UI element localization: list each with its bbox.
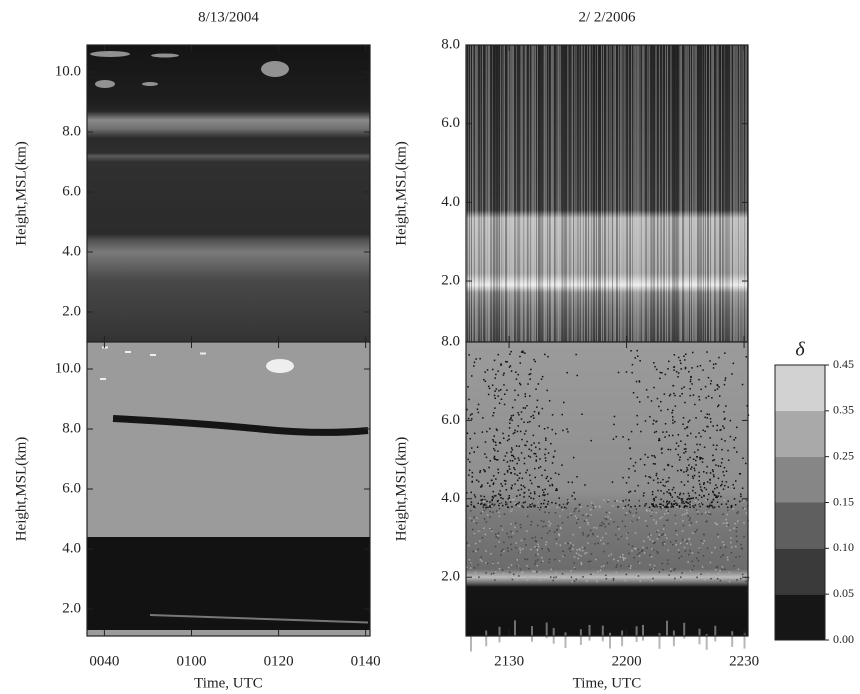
x-tick-label: 0040 [89, 653, 119, 669]
y-tick-label: 4.0 [62, 243, 81, 259]
colorbar-tick-label: 0.00 [833, 632, 854, 646]
x-tick-label: 2230 [729, 653, 759, 669]
y-tick-label: 10.0 [55, 360, 81, 376]
colorbar-block [775, 410, 825, 457]
x-tick-label: 0140 [351, 653, 381, 669]
lidar-image [87, 342, 370, 636]
y-tick-label: 6.0 [441, 412, 460, 428]
y-tick-label: 4.0 [441, 194, 460, 210]
panel-frame [465, 341, 749, 637]
y-axis-label: Height,MSL(km) [13, 141, 29, 246]
colorbar-block [775, 502, 825, 549]
colorbar-tick-label: 0.35 [833, 403, 854, 417]
y-axis-label: Height,MSL(km) [393, 437, 409, 542]
y-tick-label: 6.0 [62, 183, 81, 199]
y-tick-label: 8.0 [62, 123, 81, 139]
y-tick-label: 2.0 [441, 272, 460, 288]
lidar-image [87, 45, 370, 342]
y-tick-label: 2.0 [62, 303, 81, 319]
x-tick-label: 0120 [264, 653, 294, 669]
x-tick-label: 2200 [612, 653, 642, 669]
y-tick-label: 6.0 [441, 115, 460, 131]
chart-title: 2/ 2/2006 [578, 9, 636, 25]
y-axis-label: Height,MSL(km) [13, 437, 29, 542]
colorbar-block [775, 548, 825, 595]
y-tick-label: 2.0 [62, 600, 81, 616]
colorbar-block [775, 594, 825, 640]
colorbar-tick-label: 0.25 [833, 448, 854, 462]
lidar-image [466, 342, 750, 652]
colorbar-block [775, 365, 825, 411]
y-tick-label: 8.0 [441, 333, 460, 349]
y-tick-label: 10.0 [55, 63, 81, 79]
y-tick-label: 6.0 [62, 480, 81, 496]
y-tick-label: 2.0 [441, 569, 460, 585]
y-tick-label: 4.0 [441, 490, 460, 506]
colorbar-tick-label: 0.05 [833, 586, 854, 600]
y-axis-label: Height,MSL(km) [393, 141, 409, 246]
colorbar-block [775, 456, 825, 503]
y-tick-label: 8.0 [62, 420, 81, 436]
y-tick-label: 8.0 [441, 36, 460, 52]
x-axis-label: Time, UTC [194, 675, 263, 691]
lidar-image [466, 45, 748, 342]
x-axis-label: Time, UTC [573, 675, 642, 691]
colorbar-tick-label: 0.15 [833, 494, 854, 508]
x-tick-label: 2130 [494, 653, 524, 669]
chart-title: 8/13/2004 [198, 9, 259, 25]
x-tick-label: 0100 [176, 653, 206, 669]
colorbar-tick-label: 0.45 [833, 357, 854, 371]
colorbar-title: δ [795, 339, 805, 361]
colorbar-tick-label: 0.10 [833, 540, 854, 554]
y-tick-label: 4.0 [62, 540, 81, 556]
